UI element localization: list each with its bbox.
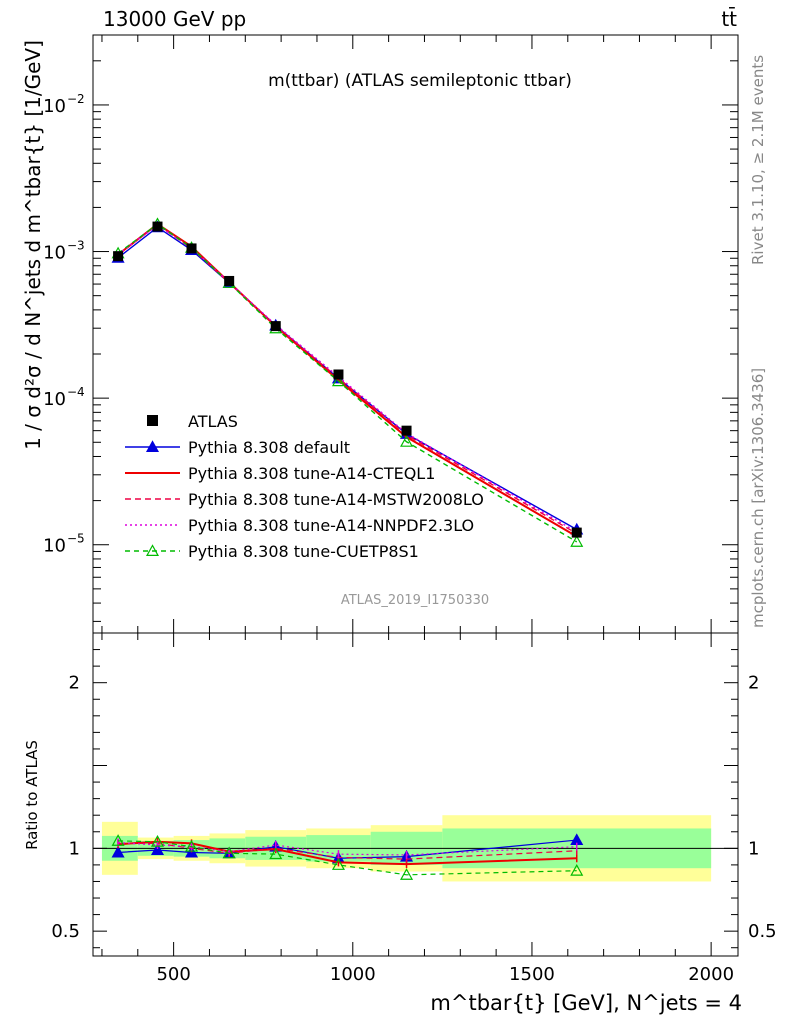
ratio-tick-label-left: 1: [69, 838, 80, 859]
ratio-series-marker: [111, 834, 125, 846]
main-series-marker: [331, 374, 345, 387]
main-series-line: [117, 224, 578, 533]
legend-label: Pythia 8.308 tune-A14-NNPDF2.3LO: [188, 516, 474, 535]
legend-marker: [145, 440, 160, 452]
main-series-marker: [400, 435, 414, 447]
data-point-marker: [401, 425, 412, 436]
legend: ATLAS Pythia 8.308 default Pythia 8.308 tu…: [125, 412, 484, 561]
header-left-label: 13000 GeV pp: [103, 7, 246, 31]
legend-label: Pythia 8.308 tune-A14-MSTW2008LO: [188, 490, 484, 509]
ratio-series-marker: [185, 839, 199, 852]
mcplots-label: mcplots.cern.ch [arXiv:1306.3436]: [749, 368, 767, 628]
ratio-tick-label-right: 1: [748, 838, 759, 859]
ratio-series-marker: [269, 847, 283, 860]
data-point-marker: [571, 527, 582, 538]
data-point-marker: [113, 251, 124, 262]
main-series-line: [117, 226, 578, 531]
data-point-marker: [333, 369, 344, 380]
plot-title: m(ttbar) (ATLAS semileptonic ttbar): [268, 71, 572, 91]
legend-marker-atlas: [147, 415, 158, 426]
ratio-series-marker: [400, 868, 414, 880]
y-axis-title: 1 / σ d²σ / d N^jets d m^tbar{t} [1/GeV]: [21, 40, 45, 450]
ratio-plot-frame: [92, 632, 739, 957]
legend-label-atlas: ATLAS: [188, 412, 238, 431]
ratio-y-axis-title: Ratio to ATLAS: [23, 740, 41, 850]
ratio-series-marker: [570, 863, 584, 876]
x-axis-title: m^tbar{t} [GeV], N^jets = 4: [430, 991, 742, 1015]
y-tick-exponent: −4: [67, 385, 85, 399]
main-series-group: [111, 217, 584, 547]
legend-label: Pythia 8.308 tune-A14-CTEQL1: [188, 464, 435, 483]
data-point-marker: [152, 221, 163, 232]
rivet-version-label: Rivet 3.1.10, ≥ 2.1M events: [749, 55, 767, 265]
ratio-series-group: [111, 833, 584, 880]
y-tick-exponent: −5: [67, 532, 85, 546]
y-tick-exponent: −2: [67, 92, 85, 106]
data-point-marker: [270, 321, 281, 332]
ratio-tick-label-right: 2: [748, 673, 759, 694]
main-series-marker: [570, 535, 584, 547]
x-tick-label: 1000: [330, 964, 376, 985]
ratio-tick-label-left: 2: [69, 673, 80, 694]
y-tick-label: 10: [43, 536, 66, 557]
ratio-series-marker: [331, 858, 345, 870]
ratio-tick-label-right: 0.5: [748, 921, 777, 942]
data-point-marker: [186, 243, 197, 254]
ratio-tick-label-left: 0.5: [51, 921, 80, 942]
legend-marker: [145, 544, 160, 557]
legend-label: Pythia 8.308 tune-CUETP8S1: [188, 542, 419, 561]
legend-label: Pythia 8.308 default: [188, 438, 350, 457]
ratio-series-line: [118, 842, 577, 860]
x-tick-label: 2000: [688, 964, 734, 985]
y-tick-exponent: −3: [67, 239, 85, 253]
ratio-series-marker: [111, 845, 125, 858]
x-tick-label: 500: [156, 964, 190, 985]
y-tick-label: 10: [43, 389, 66, 410]
ratio-series-marker: [150, 834, 165, 847]
ratio-series-line: [118, 840, 577, 876]
ratio-series-marker: [222, 846, 236, 859]
main-series-line: [117, 223, 578, 535]
y-tick-label: 10: [43, 243, 66, 264]
header-right-label: tt̄: [721, 6, 737, 31]
x-tick-label: 1500: [509, 964, 555, 985]
data-point-marker: [224, 275, 235, 286]
analysis-label: ATLAS_2019_I1750330: [341, 593, 489, 608]
ratio-series-marker: [150, 843, 165, 855]
y-tick-label: 10: [43, 96, 66, 117]
